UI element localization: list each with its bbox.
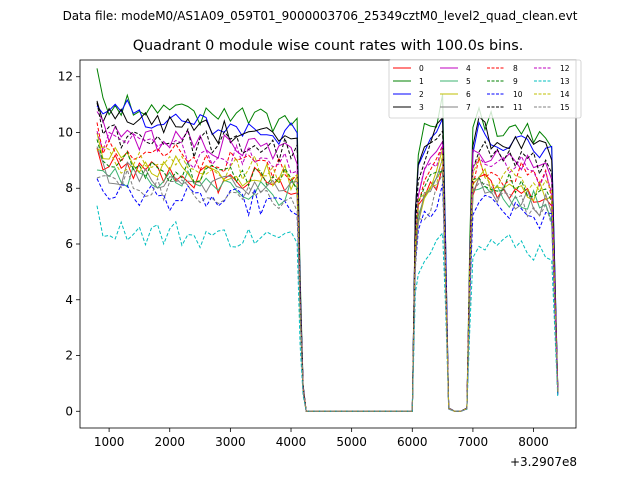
legend-label-15: 15 [560, 103, 570, 112]
legend-box [388, 59, 582, 119]
x-tick-label: 8000 [518, 435, 549, 449]
legend-label-8: 8 [513, 64, 518, 73]
y-axis: 0 2 4 6 8 10 12 [58, 70, 80, 418]
legend-label-0: 0 [419, 64, 424, 73]
x-tick-label: 1000 [94, 435, 125, 449]
x-tick-label: 4000 [276, 435, 307, 449]
chart-title: Quadrant 0 module wise count rates with … [133, 38, 524, 54]
legend-label-6: 6 [466, 90, 471, 99]
legend-label-10: 10 [513, 90, 523, 99]
y-tick-label: 10 [58, 125, 73, 139]
x-tick-label: 7000 [458, 435, 489, 449]
suptitle: Data file: modeM0/AS1A09_059T01_90000037… [63, 9, 578, 23]
legend-label-4: 4 [466, 64, 471, 73]
y-tick-label: 4 [65, 293, 73, 307]
y-tick-label: 8 [65, 181, 73, 195]
series-line-8 [96, 122, 559, 412]
x-tick-label: 2000 [154, 435, 185, 449]
legend-label-2: 2 [419, 90, 424, 99]
legend-label-3: 3 [419, 103, 424, 112]
y-tick-label: 2 [65, 349, 73, 363]
x-tick-label: 6000 [397, 435, 428, 449]
y-tick-label: 0 [65, 404, 73, 418]
plot-area [79, 59, 577, 429]
y-tick-label: 12 [58, 70, 73, 84]
series-line-15 [96, 168, 559, 412]
series-line-10 [96, 178, 559, 412]
x-axis: 1000 2000 3000 4000 5000 6000 7000 8000 [94, 428, 549, 449]
legend-label-5: 5 [466, 77, 471, 86]
series-line-14 [96, 146, 559, 412]
legend-label-12: 12 [560, 64, 570, 73]
x-tick-label: 3000 [215, 435, 246, 449]
legend-label-7: 7 [466, 103, 471, 112]
series-line-12 [96, 130, 559, 412]
legend-label-14: 14 [560, 90, 570, 99]
legend-label-1: 1 [419, 77, 424, 86]
x-tick-label: 5000 [336, 435, 367, 449]
x-offset-label: +3.2907e8 [510, 455, 577, 469]
legend-label-9: 9 [513, 77, 518, 86]
legend-label-11: 11 [513, 103, 523, 112]
series-line-13 [96, 205, 559, 412]
legend-label-13: 13 [560, 77, 570, 86]
y-tick-label: 6 [65, 237, 73, 251]
